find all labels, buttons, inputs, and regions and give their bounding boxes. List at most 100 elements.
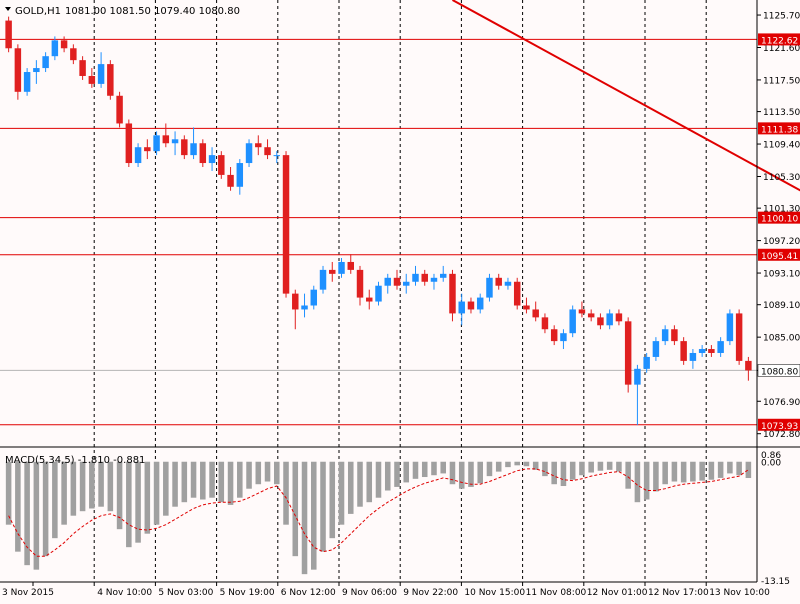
macd-histogram-bar: [172, 461, 178, 507]
macd-histogram-bar: [181, 461, 188, 503]
bearish-candle: [735, 309, 743, 365]
candle-body: [171, 139, 179, 144]
bullish-candle: [23, 68, 31, 96]
candle-body: [745, 360, 752, 371]
trend-line[interactable]: [451, 0, 800, 218]
price-tick-label: 1101.30: [763, 205, 800, 215]
bearish-candle: [292, 289, 299, 330]
bullish-candle: [569, 305, 576, 338]
macd-histogram-bar: [736, 461, 742, 476]
macd-histogram-bar: [449, 461, 456, 485]
macd-histogram-bar: [560, 461, 567, 487]
candle-body: [70, 48, 77, 61]
bullish-candle: [412, 265, 419, 286]
candle-body: [181, 139, 188, 156]
macd-histogram-bar: [255, 461, 262, 485]
price-tick-label: 1097.20: [763, 237, 800, 247]
candle-body: [292, 293, 299, 310]
candle-body: [116, 95, 123, 124]
level-price-tag-label: 1100.10: [761, 215, 798, 225]
macd-histogram-bar: [477, 461, 483, 484]
macd-histogram-bar: [218, 461, 225, 503]
price-tick-label: 1121.60: [763, 44, 800, 54]
bearish-candle: [541, 313, 549, 334]
macd-histogram-bar: [292, 461, 299, 557]
candle-body: [569, 309, 576, 334]
candle-body: [134, 147, 142, 164]
time-tick-label: 9 Nov 22:00: [403, 588, 458, 598]
macd-histogram-bar: [384, 461, 391, 491]
time-axis: 3 Nov 2015 4 Nov 10:00 5 Nov 03:00 5 Nov 19…: [0, 581, 770, 598]
bearish-candle: [88, 68, 96, 88]
candle-body: [680, 341, 687, 361]
macd-histogram-bar: [458, 461, 465, 489]
candle-body: [319, 269, 327, 290]
macd-histogram-bar: [61, 461, 67, 525]
macd-histogram-bar: [264, 461, 271, 482]
candle-body: [541, 317, 549, 330]
macd-histogram-bar: [588, 461, 594, 473]
macd-histogram-bar: [15, 461, 21, 552]
bullish-candle: [208, 147, 216, 171]
candle-body: [634, 368, 641, 385]
macd-histogram-bar: [727, 461, 733, 474]
candle-body: [698, 349, 706, 353]
macd-histogram-bar: [89, 461, 95, 509]
bullish-candle: [384, 273, 391, 294]
bearish-candle: [329, 261, 336, 282]
bullish-candle: [190, 127, 197, 160]
candle-body: [717, 341, 724, 353]
macd-histogram-bar: [403, 461, 410, 483]
bullish-candle: [273, 151, 281, 164]
macd-histogram-bar: [708, 461, 715, 480]
candle-body: [439, 273, 447, 278]
bearish-candle: [421, 269, 428, 286]
macd-histogram-bar: [246, 461, 252, 489]
macd-histogram-bar: [98, 461, 104, 507]
macd-histogram-bar: [42, 461, 49, 557]
macd-histogram-bar: [5, 461, 12, 525]
dropdown-triangle-icon[interactable]: [5, 7, 11, 11]
price-tick-label: 1089.10: [763, 301, 800, 311]
macd-histogram-bar: [412, 461, 419, 479]
price-pane: [0, 0, 800, 448]
current-price-tag: [757, 364, 800, 377]
candle-body: [338, 261, 345, 274]
price-tick-label: 1076.90: [763, 398, 800, 408]
macd-histogram-bar: [237, 461, 243, 498]
level-price-tag: [758, 418, 800, 431]
level-price-tag-label: 1073.93: [761, 422, 798, 432]
bearish-candle: [513, 277, 521, 310]
candle-body: [60, 40, 68, 49]
level-price-tag: [758, 248, 800, 261]
candle-body: [643, 356, 650, 369]
time-tick-label: 3 Nov 2015: [2, 588, 54, 598]
price-tick-label: 1072.80: [763, 430, 800, 440]
time-tick-label: 6 Nov 12:00: [281, 588, 336, 598]
candle-body: [708, 349, 715, 353]
candle-body: [597, 317, 604, 326]
macd-histogram-bar: [690, 461, 696, 482]
macd-histogram-bar: [699, 461, 705, 481]
bearish-candle: [79, 56, 86, 80]
candle-body: [347, 261, 354, 270]
macd-histogram-bar: [495, 461, 502, 472]
candle-body: [144, 147, 151, 152]
bullish-candle: [301, 293, 308, 318]
bullish-candle: [33, 60, 40, 84]
bullish-candle: [726, 309, 734, 346]
candle-body: [97, 64, 105, 84]
candle-body: [449, 273, 456, 314]
candle-body: [393, 277, 401, 286]
bullish-candle: [375, 281, 382, 306]
macd-histogram-bar: [347, 461, 354, 514]
macd-histogram-bar: [542, 461, 548, 477]
macd-histogram-bar: [514, 461, 520, 466]
candle-body: [190, 143, 197, 156]
candle-body: [51, 40, 59, 57]
bullish-candle: [689, 349, 697, 369]
bullish-candle: [403, 273, 410, 294]
bearish-candle: [671, 325, 678, 346]
candle-body: [624, 321, 632, 385]
macd-histogram-bar: [274, 461, 280, 485]
